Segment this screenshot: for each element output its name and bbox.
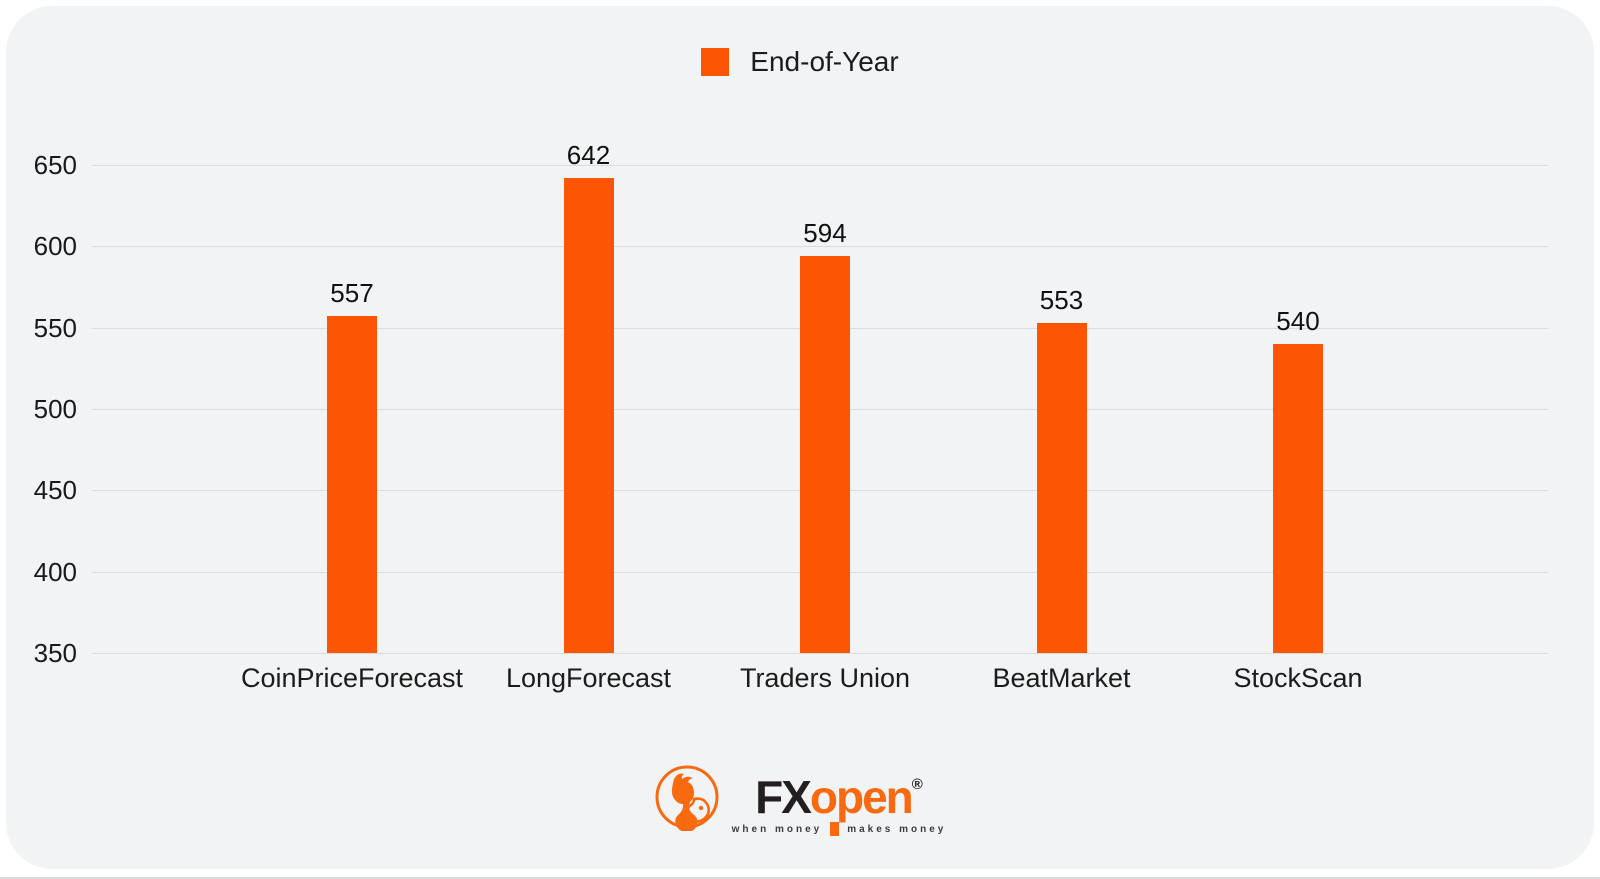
y-axis-tick-label: 400 [33, 556, 77, 587]
gridline [92, 165, 1548, 166]
x-axis-category-label: StockScan [1233, 663, 1363, 693]
wordmark-fx: FX [755, 771, 812, 823]
bar-value-label: 642 [566, 140, 611, 170]
y-axis-tick-label: 600 [33, 231, 77, 262]
bar-coinpriceforecast[interactable] [327, 316, 377, 653]
x-axis-category-label: Traders Union [739, 663, 911, 693]
y-axis-tick-label: 350 [33, 638, 77, 668]
y-axis-tick-label: 500 [33, 394, 77, 424]
bar-value-label: 594 [803, 218, 847, 249]
y-axis-tick-label: 550 [33, 312, 77, 343]
x-axis-category-label: BeatMarket [992, 663, 1131, 693]
footer-logo: FXopen® when money makes money [0, 762, 1600, 836]
bar-value-label: 540 [1276, 305, 1320, 336]
y-axis-tick-label: 450 [33, 475, 77, 506]
fxopen-wordmark: FXopen® [755, 762, 923, 820]
x-axis-category-label: CoinPriceForecast [240, 663, 464, 693]
legend-label: End-of-Year [750, 46, 899, 77]
y-axis-tick-label: 650 [33, 150, 77, 180]
bar-longforecast[interactable] [563, 178, 614, 653]
bar-value-label: 557 [330, 278, 374, 309]
bar-value-label: 553 [1039, 284, 1084, 315]
registered-trademark-symbol: ® [911, 776, 923, 793]
gridline [92, 653, 1548, 654]
logo-tagline: when money makes money [732, 822, 947, 836]
bar-traders-union[interactable] [800, 256, 850, 653]
x-axis-category-label: LongForecast [505, 663, 672, 693]
fxopen-emblem-icon [654, 763, 720, 836]
tagline-right: makes money [847, 823, 947, 835]
legend-swatch-icon [701, 48, 730, 76]
gridline [92, 246, 1548, 248]
tagline-divider-icon [830, 822, 840, 836]
tagline-left: when money [731, 823, 823, 835]
bottom-border-line [0, 877, 1600, 879]
bar-beatmarket[interactable] [1036, 322, 1087, 653]
legend[interactable]: End-of-Year [0, 46, 1600, 78]
bar-stockscan[interactable] [1273, 343, 1323, 653]
wordmark-open: open [809, 771, 914, 823]
